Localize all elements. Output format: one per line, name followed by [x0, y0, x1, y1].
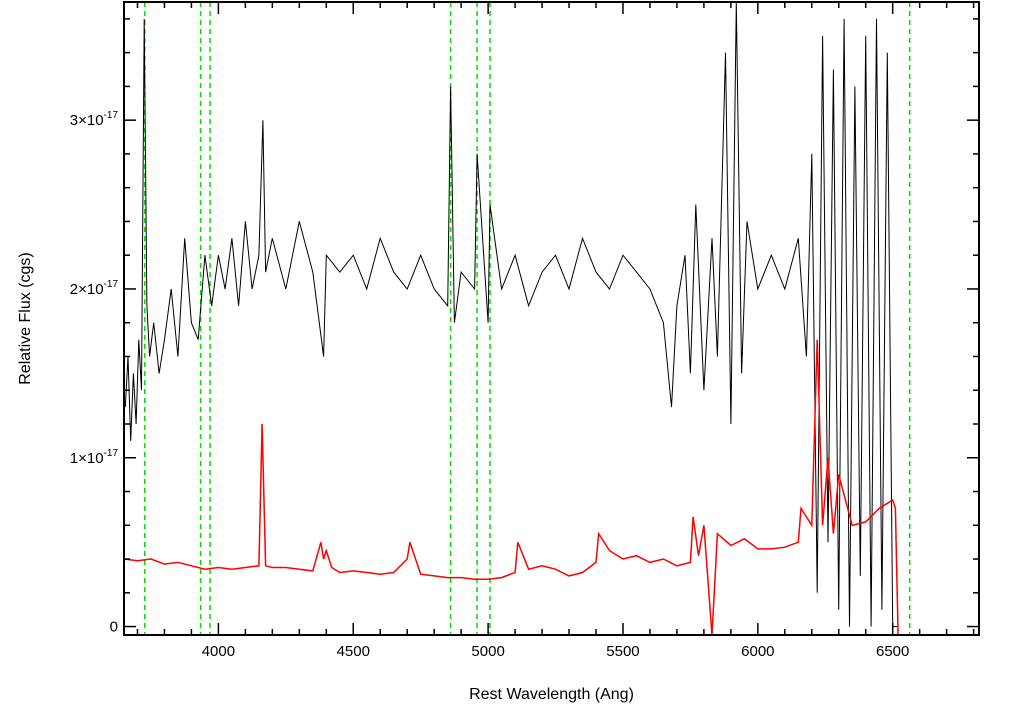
spectrum-series-1	[124, 2, 899, 628]
x-tick-labels: 4000 4500 5000 5500 6000 6500	[202, 643, 910, 660]
x-axis-label: Rest Wavelength (Ang)	[469, 686, 634, 703]
x-tick-label-6000: 6000	[741, 643, 774, 660]
y-tick-mantissa-3: 3×10	[70, 112, 104, 129]
y-tick-label-2: 2×10-17	[70, 279, 119, 298]
x-tick-label-6500: 6500	[876, 643, 909, 660]
y-axis-label: Relative Flux (cgs)	[17, 252, 34, 384]
x-tick-label-5500: 5500	[606, 643, 639, 660]
y-tick-exponent-2: -17	[104, 279, 119, 290]
y-tick-exponent-3: -17	[104, 110, 119, 121]
y-tick-mantissa-0: 0	[110, 619, 118, 636]
axis-ticks	[124, 2, 979, 635]
y-tick-label-1: 1×10-17	[70, 448, 119, 467]
plot-frame	[123, 1, 980, 636]
emission-line-markers	[144, 2, 911, 635]
y-tick-exponent-1: -17	[104, 448, 119, 459]
spectrum-series-2	[124, 339, 979, 635]
x-tick-label-5000: 5000	[471, 643, 504, 660]
x-tick-label-4000: 4000	[202, 643, 235, 660]
y-tick-labels: 01×10-172×10-173×10-17	[70, 110, 119, 635]
y-tick-label-3: 3×10-17	[70, 110, 119, 129]
x-tick-label-4500: 4500	[337, 643, 370, 660]
y-tick-mantissa-1: 1×10	[70, 450, 104, 467]
y-tick-label-0: 0	[110, 619, 118, 636]
spectrum-series-group	[124, 2, 979, 635]
y-tick-mantissa-2: 2×10	[70, 281, 104, 298]
